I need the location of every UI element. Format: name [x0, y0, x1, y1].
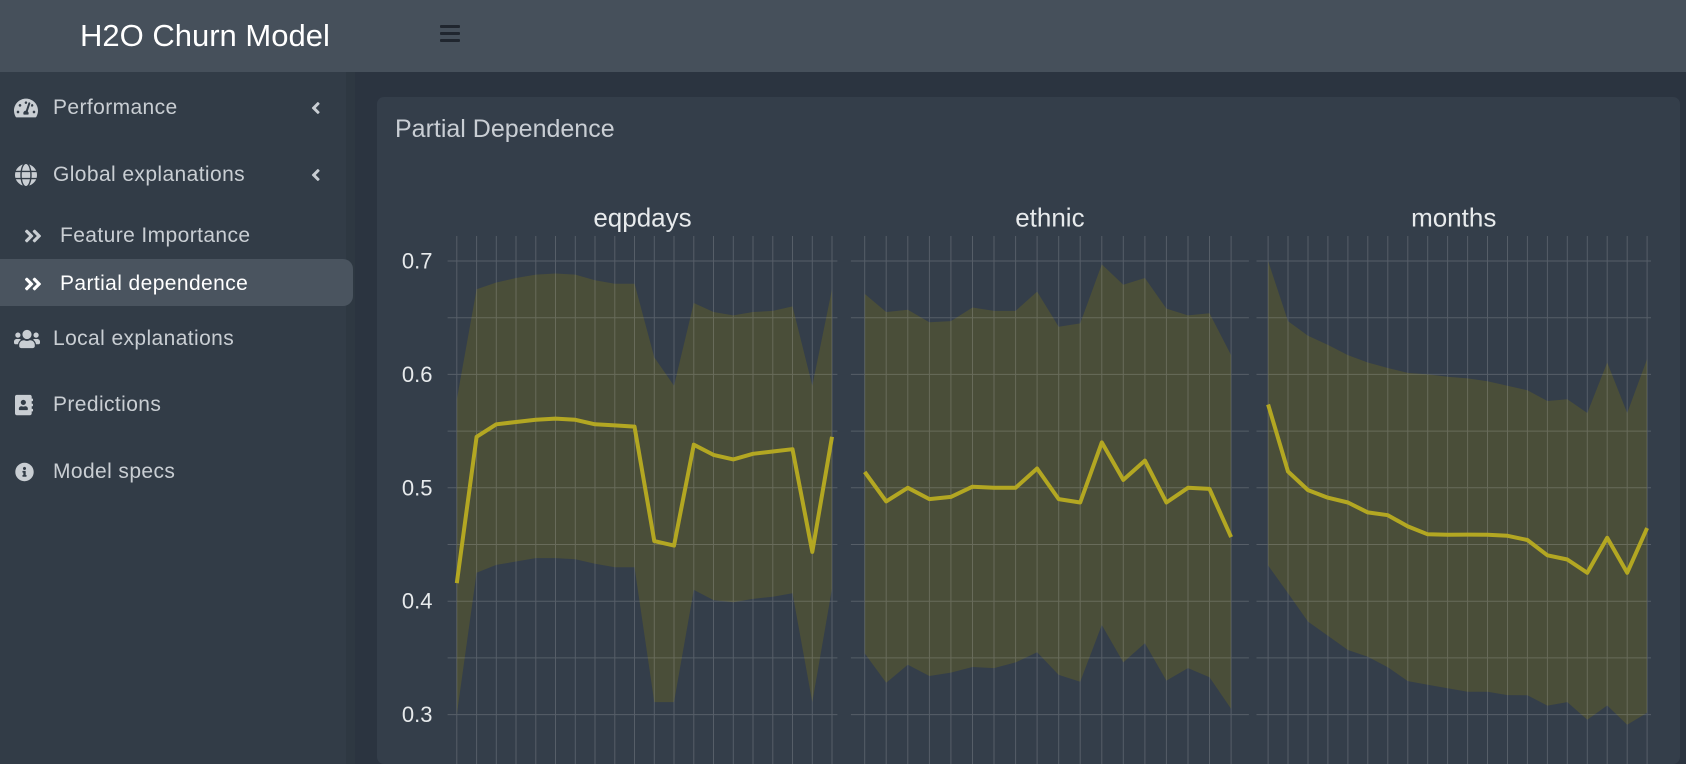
svg-text:0.6: 0.6 [402, 362, 433, 387]
svg-text:0.5: 0.5 [402, 475, 433, 500]
svg-text:months: months [1411, 203, 1496, 233]
svg-text:0.3: 0.3 [402, 702, 433, 727]
svg-text:ethnic: ethnic [1015, 203, 1084, 233]
svg-text:0.7: 0.7 [402, 249, 433, 274]
svg-text:0.4: 0.4 [402, 589, 433, 614]
svg-text:eqpdays: eqpdays [593, 203, 691, 233]
